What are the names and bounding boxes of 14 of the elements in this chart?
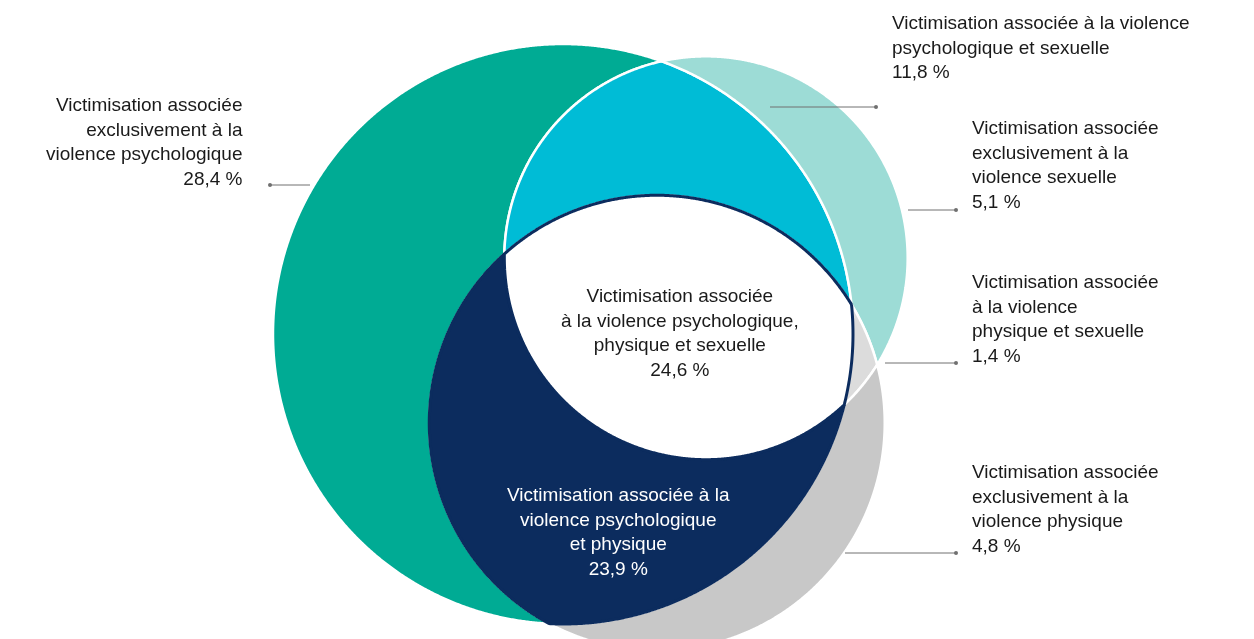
category-label: Victimisation associée à la violence psychologique et sexuelle <box>892 12 1190 58</box>
data-label: 11,8 % <box>892 61 950 83</box>
data-label: 24,6 % <box>650 359 710 381</box>
category-label: Victimisation associée à la violence psychologique et physique <box>507 484 730 555</box>
data-label: 1,4 % <box>972 345 1021 367</box>
data-label: 5,1 % <box>972 191 1021 213</box>
data-label: 23,9 % <box>588 558 648 580</box>
category-label: Victimisation associée à la violence psychologique, physique et sexuelle <box>561 285 799 356</box>
category-label: Victimisation associée à la violence physique et sexuelle <box>972 271 1159 342</box>
data-label: 28,4 % <box>183 168 243 190</box>
category-label: Victimisation associée exclusivement à la violence physique <box>972 461 1159 532</box>
category-label: Victimisation associée exclusivement à la violence sexuelle <box>972 117 1159 188</box>
category-label: Victimisation associée exclusivement à la violence psychologique <box>46 94 243 165</box>
data-label: 4,8 % <box>972 535 1021 557</box>
